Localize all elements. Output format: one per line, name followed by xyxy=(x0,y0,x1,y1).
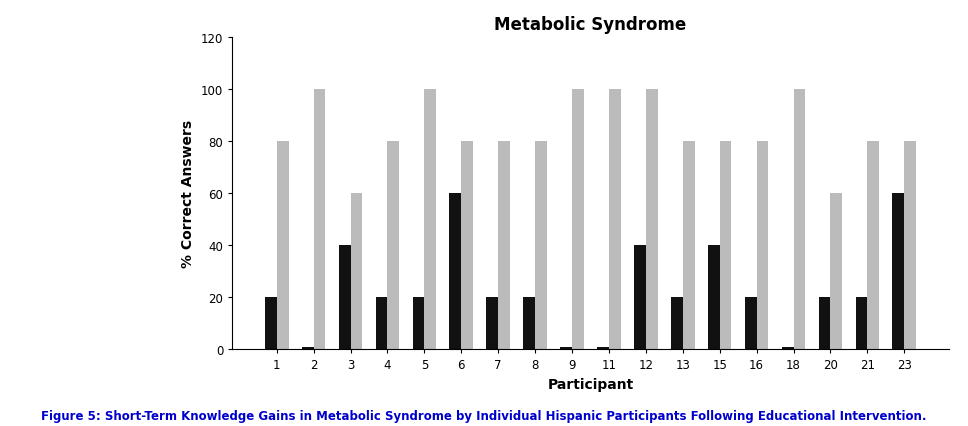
Bar xyxy=(744,297,757,349)
Bar xyxy=(609,90,620,349)
Bar xyxy=(486,297,499,349)
Bar xyxy=(524,297,535,349)
Bar xyxy=(572,90,584,349)
Bar xyxy=(314,90,325,349)
Bar xyxy=(671,297,682,349)
Bar xyxy=(867,142,879,349)
Bar xyxy=(350,194,362,349)
Bar xyxy=(462,142,473,349)
Bar xyxy=(535,142,547,349)
Bar xyxy=(499,142,510,349)
Text: Figure 5: Short-Term Knowledge Gains in Metabolic Syndrome by Individual Hispani: Figure 5: Short-Term Knowledge Gains in … xyxy=(42,409,926,422)
X-axis label: Participant: Participant xyxy=(547,377,634,391)
Y-axis label: % Correct Answers: % Correct Answers xyxy=(181,120,196,268)
Bar xyxy=(387,142,399,349)
Bar xyxy=(782,347,794,349)
Bar xyxy=(597,347,609,349)
Bar xyxy=(757,142,769,349)
Bar xyxy=(682,142,695,349)
Bar xyxy=(277,142,288,349)
Bar xyxy=(719,142,732,349)
Bar xyxy=(856,297,867,349)
Bar xyxy=(819,297,831,349)
Bar xyxy=(794,90,805,349)
Bar xyxy=(339,246,350,349)
Bar xyxy=(424,90,437,349)
Bar xyxy=(831,194,842,349)
Bar xyxy=(449,194,462,349)
Bar xyxy=(708,246,719,349)
Bar xyxy=(904,142,916,349)
Bar xyxy=(634,246,646,349)
Bar xyxy=(560,347,572,349)
Bar xyxy=(265,297,277,349)
Bar xyxy=(646,90,657,349)
Bar xyxy=(302,347,314,349)
Bar xyxy=(892,194,904,349)
Title: Metabolic Syndrome: Metabolic Syndrome xyxy=(495,16,686,34)
Bar xyxy=(376,297,387,349)
Bar xyxy=(412,297,424,349)
